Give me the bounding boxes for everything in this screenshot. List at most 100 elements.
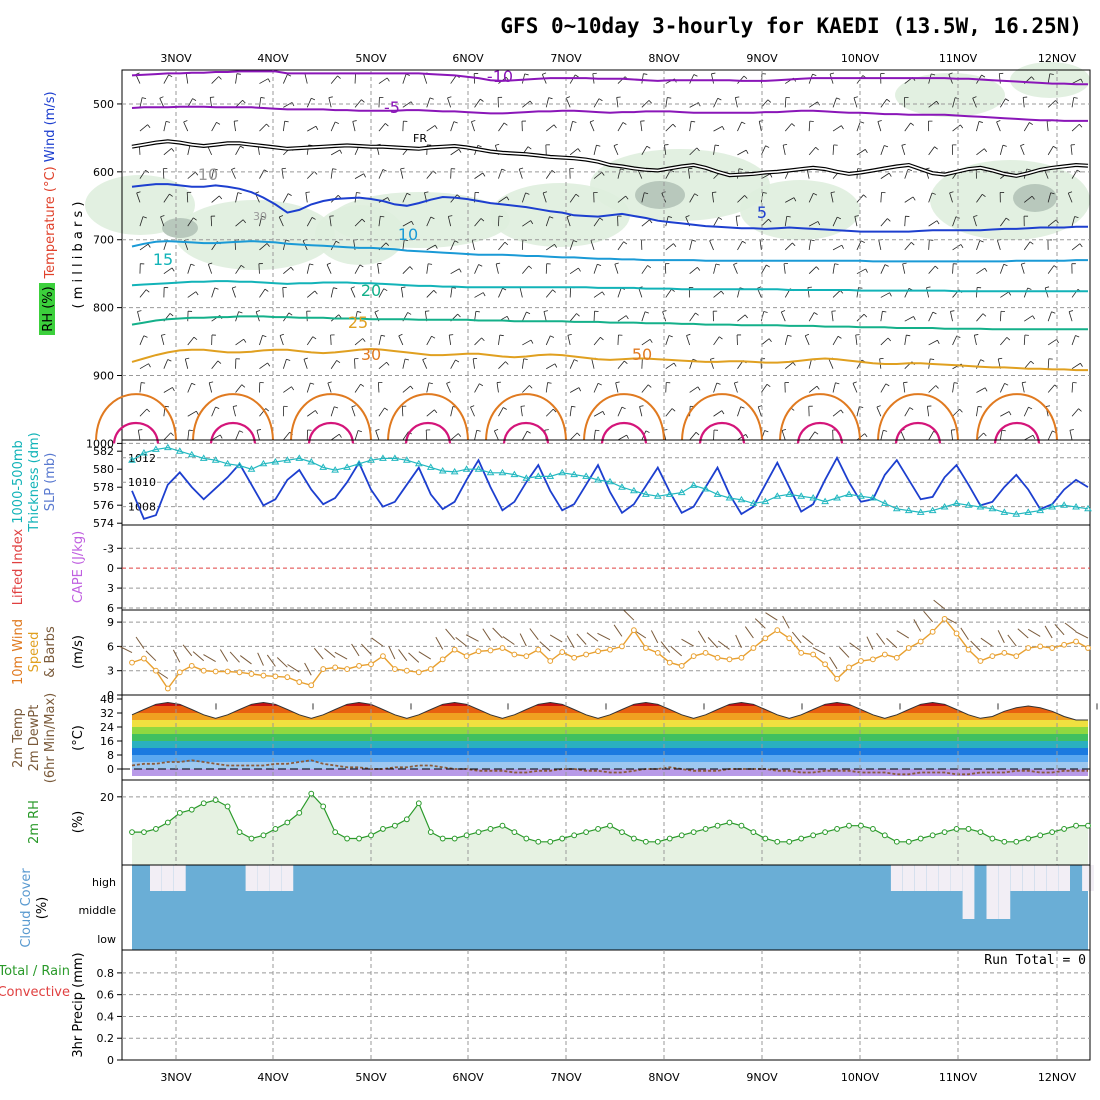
wind-speed-marker [141, 655, 147, 662]
wind-barb [760, 145, 766, 156]
wind-barb [307, 410, 316, 417]
wind-barb-flag [837, 335, 842, 339]
wind-barb [521, 431, 528, 441]
wind-barb [426, 409, 435, 417]
wind-barb-flag [765, 145, 770, 148]
wind-barb-flag [1020, 143, 1025, 146]
wind-barb [976, 387, 986, 393]
wind-speed-marker [619, 643, 625, 650]
wind-barb-flag [550, 335, 555, 338]
high-cloud-clear [281, 865, 294, 891]
wind-barb [235, 219, 244, 227]
wind-barb [498, 407, 504, 417]
wind-barb-flag [602, 411, 605, 416]
thickness-marker [641, 490, 650, 497]
wind-barb [402, 193, 408, 203]
surface-wind-barb [418, 651, 432, 660]
wind-barb [713, 98, 719, 108]
wind-barb-flag [183, 120, 188, 123]
wind-speed-marker [881, 651, 888, 658]
wind-barb-flag [136, 191, 141, 194]
thickness-marker [271, 458, 280, 465]
wind-speed-marker [224, 668, 231, 675]
wind-speed-marker [427, 666, 434, 672]
wind-barb-flag [769, 173, 773, 178]
wind-barb [495, 263, 499, 274]
wind-speed-marker [714, 654, 721, 661]
wind-barb-flag [470, 405, 475, 408]
wind-barb [163, 193, 170, 203]
wind-speed-marker [523, 653, 530, 660]
wind-barb [617, 195, 626, 203]
wind-barb-flag [446, 381, 451, 384]
high-cloud-clear [1082, 865, 1094, 891]
wind-barb [474, 430, 478, 441]
wind-barb [808, 312, 815, 322]
li-tick-label: 0 [107, 562, 114, 575]
contour-label: 30 [253, 210, 267, 223]
thickness-marker [630, 486, 638, 494]
wind-barb-flag [574, 359, 578, 362]
wind-barb-flag [161, 334, 166, 336]
surface-wind-barb [239, 655, 252, 665]
isotherm-30 [387, 393, 469, 441]
wind-speed-marker [236, 669, 243, 676]
wind-barb-flag [686, 333, 691, 336]
wind-barb-flag [576, 313, 580, 317]
thickness-marker [653, 492, 662, 499]
surface-wind-barb [371, 637, 384, 647]
wind-barb [330, 121, 336, 132]
wind-barb [617, 241, 624, 251]
wind-barb [832, 409, 842, 417]
wind-speed-marker [702, 649, 709, 656]
wind-barb-flag [384, 407, 388, 411]
wind-barb [928, 220, 938, 227]
wind-speed-marker [559, 649, 566, 655]
rh2m-ylabel: 2m RH [27, 800, 42, 844]
wind-barb [1046, 121, 1049, 132]
wind-barb-flag [950, 310, 955, 312]
surface-wind-barb [361, 643, 372, 655]
wind-barb-flag [720, 290, 725, 295]
wind-barb [761, 218, 769, 227]
surface-wind-barb [660, 641, 671, 653]
wind-barb-flag [643, 73, 648, 75]
wind-speed-marker [977, 658, 984, 664]
wind-barb [398, 335, 404, 346]
surface-wind-barb [765, 612, 778, 621]
wind-barb-flag [481, 337, 485, 342]
wind-barb-flag [1001, 429, 1006, 432]
temp-ylabel-c-part: (6hr Min/Max) [43, 693, 58, 783]
rh-shading [895, 73, 1005, 117]
rh-marker [822, 829, 828, 836]
surface-wind-barb [502, 636, 515, 645]
wind-barb [757, 406, 762, 417]
wind-barb [641, 338, 651, 346]
isotherm-35 [894, 421, 942, 444]
wind-barb [231, 287, 236, 298]
wind-speed-marker [535, 646, 542, 653]
dewpoint-line [131, 759, 1088, 776]
surface-wind-barb [119, 645, 133, 654]
wind-barb [545, 382, 548, 393]
surface-wind-barb [465, 634, 479, 642]
wind-barb [450, 121, 455, 132]
wind-speed-marker [762, 635, 769, 642]
wind-barb [211, 360, 219, 369]
wind10m-frame [121, 609, 1091, 696]
surface-wind-barb [408, 652, 420, 663]
thickness-marker [976, 503, 985, 510]
wind-barb [856, 121, 861, 132]
precip-legend-convective: Convective [0, 985, 70, 1000]
wind-barb-flag [554, 363, 558, 368]
wind-barb [498, 122, 505, 132]
wind-barb [832, 97, 837, 108]
wind-barb [259, 243, 268, 251]
wind-barb [904, 122, 911, 132]
surface-wind-barb [1064, 622, 1077, 632]
rh-marker [654, 838, 661, 845]
wind-barb-flag [303, 357, 308, 360]
wind-barb-flag [1032, 315, 1036, 320]
wind-barb-flag [479, 383, 484, 387]
wind-barb [949, 192, 953, 203]
